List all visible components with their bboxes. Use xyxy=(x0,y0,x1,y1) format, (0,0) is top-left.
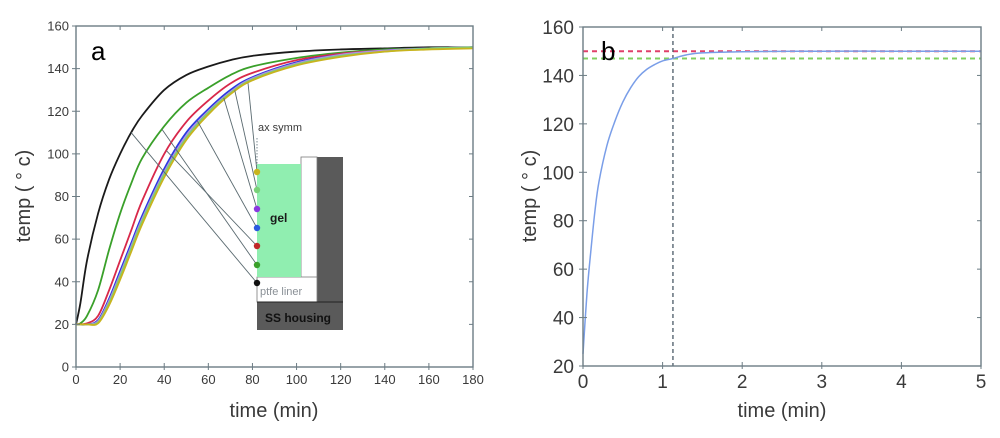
gel-label: gel xyxy=(270,211,287,225)
series-line xyxy=(582,50,981,354)
y-tick-label: 120 xyxy=(542,115,574,136)
inset-connectors xyxy=(130,83,258,284)
x-tick-label: 160 xyxy=(418,372,440,387)
sensor-dot xyxy=(253,261,261,269)
x-tick-label: 1 xyxy=(657,372,668,393)
sensor-dot xyxy=(253,242,261,250)
x-tick-label: 180 xyxy=(462,372,484,387)
y-tick-label: 100 xyxy=(47,146,69,161)
y-tick-label: 80 xyxy=(55,189,69,204)
y-tick-label: 20 xyxy=(553,357,574,378)
chart-b-x-axis-title: time (min) xyxy=(738,400,827,422)
sensor-dot xyxy=(253,205,261,213)
x-tick-label: 0 xyxy=(72,372,79,387)
ss-housing-label: SS housing xyxy=(265,311,331,325)
y-tick-label: 60 xyxy=(553,260,574,281)
y-tick-label: 80 xyxy=(553,212,574,233)
x-tick-label: 120 xyxy=(330,372,352,387)
y-tick-label: 40 xyxy=(553,309,574,330)
y-tick-label: 160 xyxy=(47,19,69,34)
y-tick-label: 140 xyxy=(542,66,574,87)
x-tick-label: 60 xyxy=(201,372,215,387)
sensor-connector xyxy=(196,120,258,229)
sensor-dot xyxy=(253,224,261,232)
panel-label-b: b xyxy=(601,36,615,66)
chart-a-axes: 0 20 40 60 80 100 120 140 160 180 0 20 40 60 80 100 120 1… xyxy=(47,19,484,388)
chart-a-curves xyxy=(75,46,474,326)
x-tick-label: 100 xyxy=(286,372,308,387)
chart-a-x-axis-title: time (min) xyxy=(230,400,319,422)
sensor-connector xyxy=(234,90,258,191)
series-line xyxy=(75,47,474,326)
x-tick-label: 4 xyxy=(896,372,907,393)
series-line xyxy=(75,46,474,326)
sensor-dots xyxy=(253,168,261,287)
x-tick-label: 20 xyxy=(113,372,127,387)
sensor-dot xyxy=(253,279,261,287)
chart-b-axes: 0 1 2 3 4 5 20 40 60 80 100 120 140 160 xyxy=(542,18,986,393)
chart-b-reference-lines xyxy=(583,27,981,366)
chart-a: ax symm gel ptfe liner SS housing 0 20 40 6… xyxy=(13,19,484,423)
x-tick-label: 40 xyxy=(157,372,171,387)
y-tick-label: 160 xyxy=(542,18,574,39)
housing-right xyxy=(317,157,343,330)
y-tick-label: 20 xyxy=(55,317,69,332)
series-line xyxy=(75,46,474,325)
y-tick-label: 100 xyxy=(542,163,574,184)
chart-b-curves xyxy=(582,50,981,354)
x-tick-label: 3 xyxy=(817,372,828,393)
x-tick-label: 2 xyxy=(737,372,748,393)
y-tick-label: 60 xyxy=(55,232,69,247)
panel-label-a: a xyxy=(91,36,106,66)
axis-symmetry-label: ax symm xyxy=(258,122,302,134)
sensor-connector xyxy=(166,150,258,247)
sensor-connector xyxy=(130,132,258,284)
sensor-connector xyxy=(161,129,258,266)
plot-frame xyxy=(582,26,982,367)
chart-b-y-axis-title: temp ( ° c) xyxy=(519,150,541,242)
ptfe-liner-bottom xyxy=(256,276,318,303)
x-tick-label: 140 xyxy=(374,372,396,387)
chart-a-y-axis-title: temp ( ° c) xyxy=(13,150,35,242)
x-tick-label: 5 xyxy=(976,372,987,393)
y-tick-label: 120 xyxy=(47,104,69,119)
inset-diagram: ax symm gel ptfe liner SS housing xyxy=(256,122,343,330)
x-tick-label: 80 xyxy=(245,372,259,387)
sensor-dot xyxy=(253,168,261,176)
y-tick-label: 0 xyxy=(62,360,69,375)
sensor-dot xyxy=(253,186,261,194)
ptfe-liner-label: ptfe liner xyxy=(260,286,303,298)
housing-bottom xyxy=(257,302,343,330)
sensor-connector xyxy=(247,83,258,173)
y-tick-label: 140 xyxy=(47,61,69,76)
x-tick-label: 0 xyxy=(578,372,589,393)
sensor-connector xyxy=(223,97,258,210)
y-tick-label: 40 xyxy=(55,274,69,289)
gel-region xyxy=(257,164,301,277)
